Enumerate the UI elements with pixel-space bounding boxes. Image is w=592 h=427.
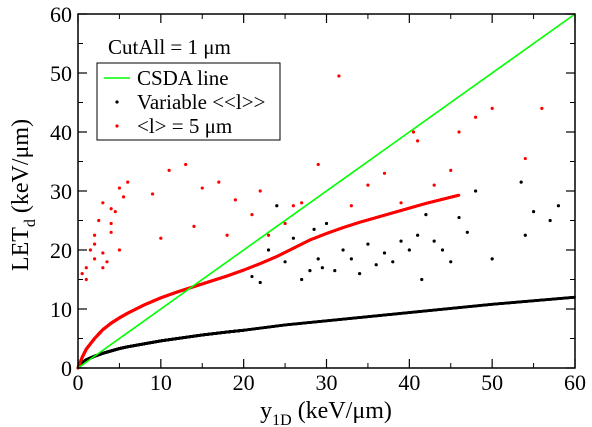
- scatter-point-0: [399, 239, 403, 243]
- scatter-point-0: [291, 236, 295, 240]
- scatter-point-0: [283, 260, 287, 264]
- scatter-point-0: [519, 180, 523, 184]
- scatter-point-0: [457, 215, 461, 220]
- scatter-point-0: [465, 230, 469, 234]
- scatter-point-0: [358, 272, 362, 276]
- plot-area: [76, 13, 576, 370]
- scatter-point-0: [432, 239, 436, 243]
- scatter-point-0: [420, 277, 424, 282]
- scatter-point-0: [316, 257, 320, 261]
- scatter-point-0: [258, 280, 262, 285]
- scatter-point-0: [320, 266, 324, 270]
- scatter-point-0: [382, 251, 387, 255]
- scatter-point-0: [474, 189, 478, 193]
- scatter-point-0: [556, 204, 561, 208]
- scatter-point-0: [250, 274, 254, 279]
- scatter-point-0: [407, 248, 411, 252]
- scatter-point-0: [324, 221, 329, 226]
- scatter-point-0: [391, 260, 395, 264]
- scatter-point-0: [312, 227, 316, 231]
- scatter-point-0: [275, 204, 279, 208]
- scatter-point-0: [308, 269, 312, 273]
- scatter-point-0: [300, 277, 304, 282]
- scatter-point-0: [548, 218, 552, 223]
- scatter-point-0: [490, 257, 494, 261]
- scatter-point-0: [341, 248, 345, 252]
- scatter-point-0: [374, 263, 378, 267]
- scatter-point-0: [424, 213, 428, 217]
- scatter-point-0: [266, 248, 271, 252]
- scatter-point-0: [523, 233, 527, 237]
- scatter-point-0: [440, 248, 445, 252]
- scatter-point-0: [531, 210, 536, 214]
- scatter-point-0: [449, 260, 453, 264]
- scatter-point-0: [333, 269, 337, 273]
- scatter-point-0: [366, 242, 370, 246]
- scatter-point-0: [416, 233, 420, 237]
- scatter-point-0: [349, 257, 353, 261]
